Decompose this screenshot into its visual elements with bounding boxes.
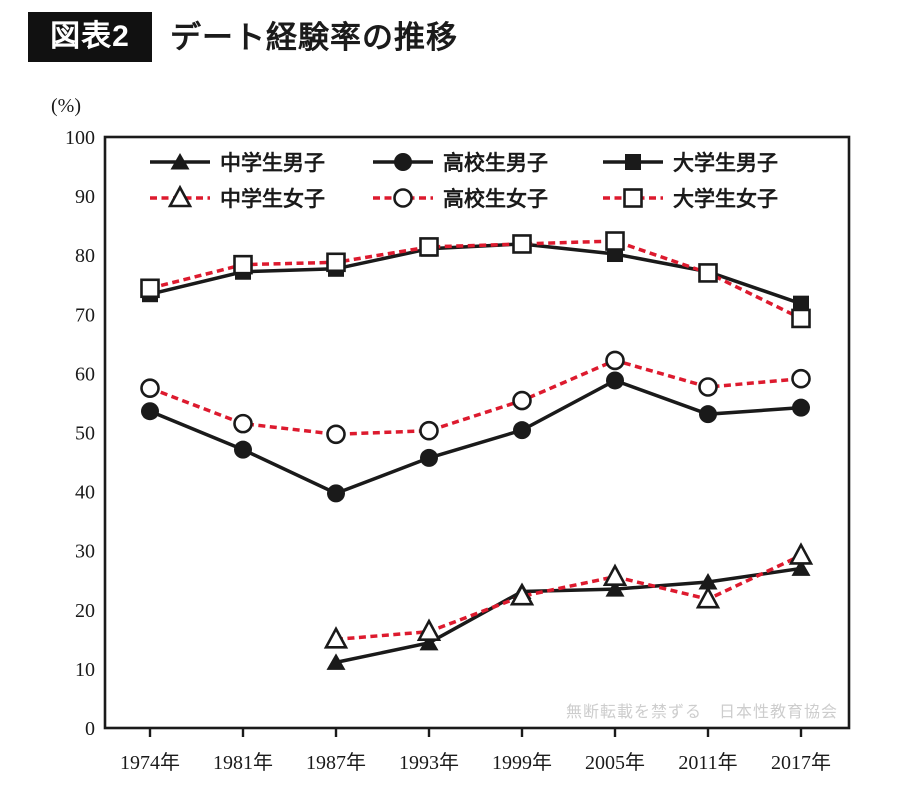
legend-label: 高校生女子 xyxy=(443,187,548,211)
data-point-square xyxy=(623,188,643,208)
data-point-triangle xyxy=(509,582,535,606)
data-point-square xyxy=(793,295,809,312)
figure-title: デート経験率の推移 xyxy=(170,20,458,55)
data-point-circle xyxy=(327,484,345,503)
y-tick-label: 80 xyxy=(75,245,95,267)
data-point-triangle xyxy=(167,184,193,208)
y-tick-label: 50 xyxy=(75,423,95,445)
data-point-circle xyxy=(326,424,346,445)
data-point-triangle xyxy=(695,585,721,609)
legend-label: 中学生女子 xyxy=(220,187,325,211)
series-高校生女子 xyxy=(140,350,811,445)
x-tick-label: 2011年 xyxy=(678,751,737,774)
legend-label: 高校生男子 xyxy=(443,151,548,175)
data-point-circle xyxy=(513,421,531,440)
y-tick-label: 100 xyxy=(65,127,95,149)
series-line-中学生男子 xyxy=(335,566,802,665)
data-point-triangle xyxy=(698,573,718,590)
data-point-circle xyxy=(791,368,811,389)
legend-item-中学生女子: 中学生女子 xyxy=(150,184,325,211)
data-point-circle xyxy=(233,413,253,434)
data-point-circle xyxy=(234,440,252,459)
legend-label: 大学生男子 xyxy=(673,151,778,175)
y-tick-label: 60 xyxy=(75,363,95,385)
legend-item-中学生男子: 中学生男子 xyxy=(150,151,325,175)
data-point-triangle xyxy=(788,542,814,565)
data-point-square xyxy=(791,308,811,329)
series-line-高校生女子 xyxy=(149,358,802,437)
y-tick-label: 90 xyxy=(75,186,95,208)
data-point-triangle xyxy=(416,618,442,641)
legend-item-大学生女子: 大学生女子 xyxy=(603,187,778,211)
data-point-circle xyxy=(606,371,624,390)
plot-frame-rect xyxy=(103,135,851,730)
series-layer xyxy=(140,231,814,670)
data-point-square xyxy=(625,154,641,170)
legend-item-大学生男子: 大学生男子 xyxy=(603,151,778,175)
legend-item-高校生女子: 高校生女子 xyxy=(373,187,548,211)
data-point-circle xyxy=(393,188,413,208)
series-大学生女子 xyxy=(140,231,811,329)
series-line-大学生男子 xyxy=(149,242,802,306)
x-tick-label: 1981年 xyxy=(213,751,273,774)
data-point-circle xyxy=(698,377,718,397)
data-point-square xyxy=(698,263,718,283)
data-point-circle xyxy=(792,398,810,417)
x-tick-label: 1999年 xyxy=(492,751,552,774)
y-tick-label: 70 xyxy=(75,304,95,326)
legend-label: 大学生女子 xyxy=(673,187,778,211)
watermark: 無断転載を禁ずる 日本性教育協会 xyxy=(566,703,838,721)
y-tick-label: 0 xyxy=(85,718,95,740)
plot-frame xyxy=(103,135,851,730)
series-中学生女子 xyxy=(323,542,814,649)
data-point-circle xyxy=(699,405,717,424)
x-axis-labels: 1974年 1981年 1987年 1993年 1999年 2005年 2011年 2017年 xyxy=(120,728,831,774)
x-tick-label: 1993年 xyxy=(399,751,459,774)
x-tick-label: 2005年 xyxy=(585,751,645,774)
data-point-square xyxy=(512,234,532,254)
legend-item-高校生男子: 高校生男子 xyxy=(373,151,548,175)
data-point-circle xyxy=(420,448,438,467)
data-point-square xyxy=(605,231,625,251)
data-point-circle xyxy=(141,402,159,421)
y-tick-label: 20 xyxy=(75,600,95,622)
y-axis-unit-label: (%) xyxy=(51,95,81,117)
x-tick-label: 2017年 xyxy=(771,751,831,774)
data-point-circle xyxy=(394,153,412,171)
data-point-triangle xyxy=(419,633,439,651)
data-point-square xyxy=(326,252,346,273)
y-tick-label: 40 xyxy=(75,482,95,504)
data-point-circle xyxy=(512,390,532,411)
data-point-circle xyxy=(605,350,625,371)
figure-number-badge: 図表2 xyxy=(28,12,152,62)
series-line-高校生男子 xyxy=(149,378,802,496)
x-tick-label: 1987年 xyxy=(306,751,366,774)
data-point-triangle xyxy=(170,153,190,170)
data-point-square xyxy=(233,254,253,275)
y-tick-label: 10 xyxy=(75,659,95,681)
data-point-triangle xyxy=(605,580,625,597)
data-point-triangle xyxy=(326,653,346,670)
data-point-circle xyxy=(140,378,160,398)
series-高校生男子 xyxy=(141,371,810,503)
data-point-triangle xyxy=(791,559,811,576)
data-point-square xyxy=(140,278,160,299)
data-point-circle xyxy=(419,420,439,441)
data-point-triangle xyxy=(602,563,628,587)
x-tick-label: 1974年 xyxy=(120,751,180,774)
series-中学生男子 xyxy=(326,559,811,670)
data-point-square xyxy=(419,237,439,257)
series-line-中学生女子 xyxy=(335,553,802,642)
y-tick-label: 30 xyxy=(75,541,95,563)
data-point-triangle xyxy=(323,626,349,649)
legend-label: 中学生男子 xyxy=(220,151,325,175)
